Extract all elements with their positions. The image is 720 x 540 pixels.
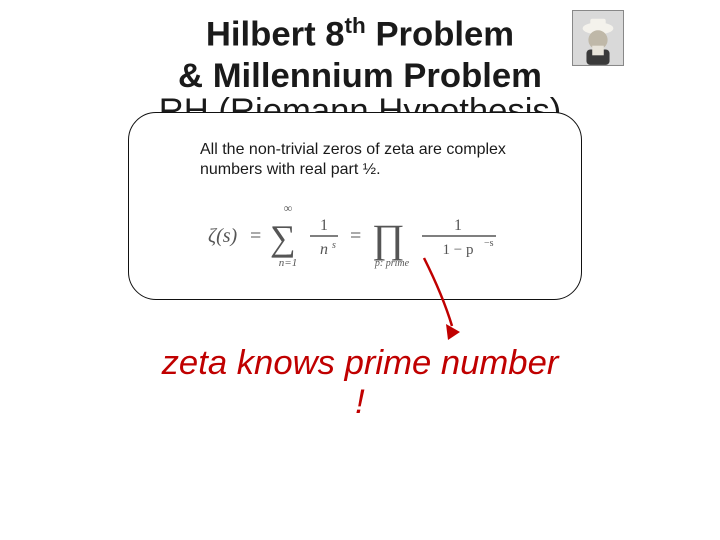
prod-num: 1 xyxy=(454,217,462,234)
pi-icon: ∏ xyxy=(372,216,405,261)
sum-den: n xyxy=(320,241,328,258)
sum-upper: ∞ xyxy=(284,201,293,215)
arrow xyxy=(418,254,464,344)
sum-den-sup: s xyxy=(332,240,336,251)
title-pre: Hilbert 8 xyxy=(206,16,345,54)
formula-eq2: = xyxy=(350,225,361,247)
title-sup: th xyxy=(345,13,366,38)
prod-den-sup: −s xyxy=(484,238,494,249)
zeta-formula: ζ(s) = ∞ ∑ n=1 1 n s = ∏ p: prime 1 1 − … xyxy=(208,200,518,270)
formula-svg: ζ(s) = ∞ ∑ n=1 1 n s = ∏ p: prime 1 1 − … xyxy=(208,200,518,270)
caption: zeta knows prime number ! xyxy=(0,344,720,422)
arrow-head xyxy=(446,324,460,340)
sum-num: 1 xyxy=(320,217,328,234)
caption-line1: zeta knows prime number xyxy=(162,344,559,382)
title-line-1: Hilbert 8th Problem xyxy=(0,12,720,56)
prod-lower: p: prime xyxy=(374,258,410,269)
arrow-svg xyxy=(418,254,464,344)
sigma-icon: ∑ xyxy=(270,218,296,258)
sum-lower: n=1 xyxy=(279,257,297,269)
formula-eq1: = xyxy=(250,225,261,247)
title-post: Problem xyxy=(366,16,514,54)
statement-text: All the non-trivial zeros of zeta are co… xyxy=(200,140,530,180)
caption-line2: ! xyxy=(0,383,720,422)
arrow-shaft xyxy=(424,258,452,326)
formula-lhs: ζ(s) xyxy=(208,225,238,247)
title-block: Hilbert 8th Problem & Millennium Problem xyxy=(0,12,720,98)
